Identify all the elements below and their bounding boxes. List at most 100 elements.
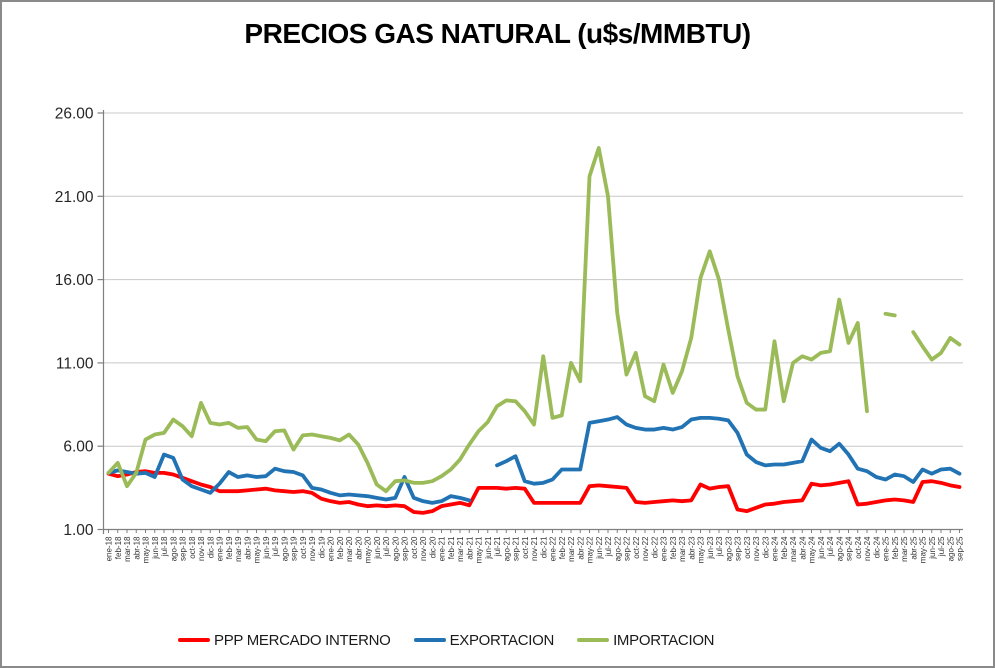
- x-tick-label: oct-22: [632, 536, 641, 559]
- x-tick-label: dic-19: [317, 536, 326, 558]
- x-tick-label: jul-18: [160, 536, 169, 557]
- x-tick-label: ene-22: [549, 536, 558, 561]
- x-tick-label: jul-21: [493, 536, 502, 557]
- x-tick-label: nov-22: [641, 536, 650, 561]
- x-tick-label: mar-21: [456, 536, 465, 562]
- x-tick-label: may-20: [364, 536, 373, 563]
- legend-label-ppp: PPP MERCADO INTERNO: [214, 631, 391, 649]
- x-tick-label: mar-23: [678, 536, 687, 562]
- x-tick-label: feb-23: [669, 536, 678, 559]
- x-tick-label: abr-25: [909, 536, 918, 560]
- x-tick-label: abr-19: [243, 536, 252, 560]
- x-tick-label: oct-18: [188, 536, 197, 559]
- x-tick-label: oct-19: [299, 536, 308, 559]
- x-tick-label: mar-25: [900, 536, 909, 562]
- legend-item-ppp: PPP MERCADO INTERNO: [178, 632, 391, 649]
- x-tick-label: nov-23: [752, 536, 761, 561]
- x-tick-label: may-22: [586, 536, 595, 563]
- x-tick-label: ago-19: [280, 536, 289, 561]
- importacion-line-swatch: [577, 637, 610, 643]
- x-tick-label: ene-23: [660, 536, 669, 561]
- exportacion-line-swatch: [413, 637, 446, 643]
- x-tick-label: ene-21: [438, 536, 447, 561]
- x-tick-label: nov-24: [863, 536, 872, 561]
- x-tick-label: jun-24: [817, 536, 826, 560]
- x-tick-label: ene-20: [327, 536, 336, 561]
- x-tick-label: jun-22: [595, 536, 604, 560]
- x-tick-label: nov-19: [308, 536, 317, 561]
- x-tick-label: ene-19: [216, 536, 225, 561]
- x-tick-label: abr-24: [798, 536, 807, 560]
- x-tick-label: feb-24: [780, 536, 789, 559]
- x-tick-label: mar-24: [789, 536, 798, 562]
- x-tick-label: feb-18: [114, 536, 123, 559]
- x-tick-label: dic-20: [428, 536, 437, 558]
- x-tick-label: may-24: [808, 536, 817, 563]
- x-tick-label: mar-19: [234, 536, 243, 562]
- legend-label-importacion: IMPORTACION: [613, 631, 715, 649]
- x-tick-label: ago-18: [169, 536, 178, 561]
- x-tick-label: jun-23: [706, 536, 715, 560]
- x-tick-label: feb-25: [891, 536, 900, 559]
- x-tick-label: ene-24: [771, 536, 780, 561]
- x-tick-label: sep-22: [623, 536, 632, 561]
- x-tick-label: dic-24: [872, 536, 881, 558]
- x-tick-label: feb-20: [336, 536, 345, 559]
- x-tick-label: feb-19: [225, 536, 234, 559]
- y-tick-label: 11.00: [56, 355, 94, 372]
- x-tick-label: sep-23: [734, 536, 743, 561]
- x-tick-label: mar-22: [567, 536, 576, 562]
- x-tick-label: abr-20: [354, 536, 363, 560]
- x-tick-label: jun-19: [262, 536, 271, 560]
- series-importacion: [106, 146, 962, 494]
- y-tick-label: 26.00: [55, 106, 94, 123]
- x-tick-label: oct-21: [521, 536, 530, 559]
- x-tick-label: may-25: [919, 536, 928, 563]
- series-exportacion: [106, 415, 962, 505]
- x-tick-label: jun-25: [928, 536, 937, 560]
- x-tick-label: nov-18: [197, 536, 206, 561]
- x-tick-label: oct-20: [410, 536, 419, 559]
- x-tick-label: jul-25: [937, 536, 946, 557]
- x-tick-label: sep-18: [179, 536, 188, 561]
- x-tick-label: sep-24: [845, 536, 854, 561]
- x-tick-label: ene-18: [105, 536, 114, 561]
- x-tick-label: feb-22: [558, 536, 567, 559]
- ppp-line-swatch: [178, 637, 210, 643]
- legend: PPP MERCADO INTERNO EXPORTACION IMPORTAC…: [178, 628, 715, 652]
- x-tick-label: sep-20: [401, 536, 410, 561]
- y-tick-label: 16.00: [55, 272, 94, 289]
- x-tick-label: ago-25: [946, 536, 955, 561]
- series-ppp: [106, 469, 962, 515]
- x-tick-label: sep-25: [956, 536, 965, 561]
- x-tick-label: ago-24: [835, 536, 844, 561]
- legend-item-importacion: IMPORTACION: [577, 631, 715, 649]
- x-tick-label: sep-19: [290, 536, 299, 561]
- y-tick-label: 21.00: [55, 189, 94, 206]
- x-tick-label: jul-19: [271, 536, 280, 557]
- x-tick-label: dic-22: [650, 536, 659, 558]
- x-tick-label: oct-23: [743, 536, 752, 559]
- x-tick-label: mar-20: [345, 536, 354, 562]
- legend-label-exportacion: EXPORTACION: [449, 631, 555, 649]
- x-tick-label: oct-24: [854, 536, 863, 559]
- x-tick-label: ago-22: [613, 536, 622, 561]
- y-tick-label: 1.00: [63, 522, 94, 539]
- x-tick-label: jul-22: [604, 536, 613, 557]
- x-tick-label: jun-18: [151, 536, 160, 560]
- y-tick-label: 6.00: [63, 439, 94, 456]
- x-tick-label: dic-23: [761, 536, 770, 558]
- x-tick-label: jun-20: [373, 536, 382, 560]
- x-tick-label: dic-21: [539, 536, 548, 558]
- x-tick-label: ene-25: [882, 536, 891, 561]
- x-tick-label: may-21: [475, 536, 484, 563]
- legend-item-exportacion: EXPORTACION: [413, 631, 555, 649]
- x-tick-label: jul-23: [715, 536, 724, 557]
- x-tick-label: may-23: [697, 536, 706, 563]
- x-tick-label: jun-21: [484, 536, 493, 560]
- x-tick-label: sep-21: [512, 536, 521, 561]
- x-tick-label: feb-21: [447, 536, 456, 559]
- x-tick-label: nov-20: [419, 536, 428, 561]
